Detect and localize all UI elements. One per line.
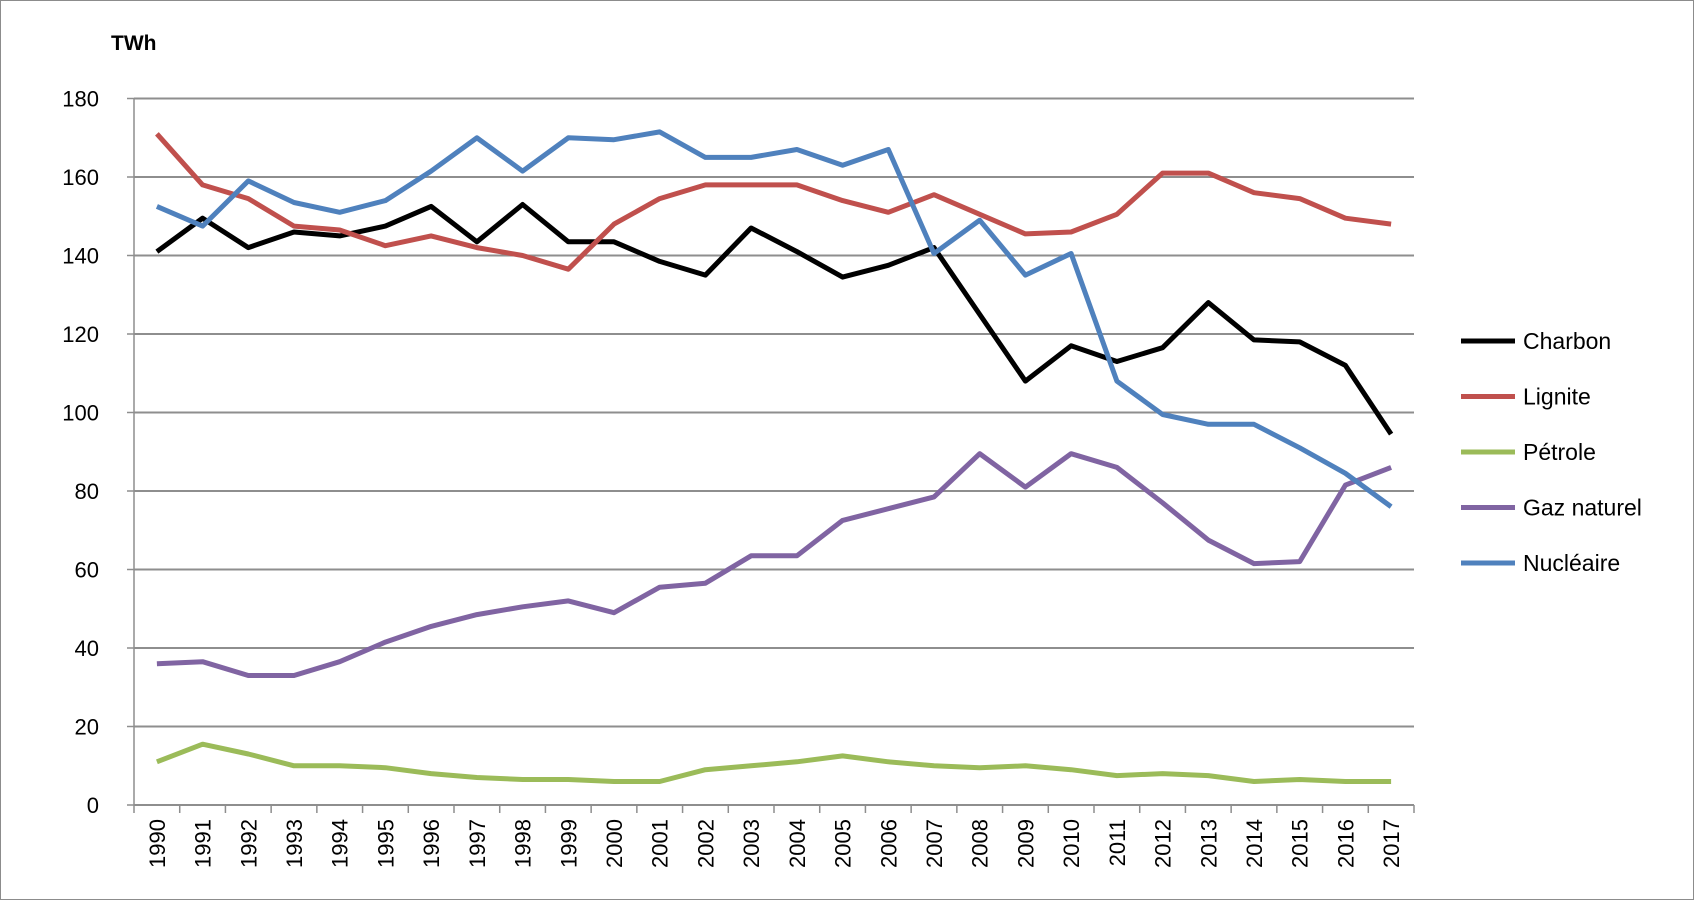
x-tick-label-1991: 1991 xyxy=(191,819,216,868)
x-tick-label-1994: 1994 xyxy=(328,819,353,868)
legend: Charbon Lignite Pétrole Gaz naturel Nucléair… xyxy=(1461,328,1642,576)
legend-label-charbon: Charbon xyxy=(1523,328,1611,354)
x-tick-label-2015: 2015 xyxy=(1288,819,1313,868)
y-tick-label: 20 xyxy=(75,715,99,740)
gridlines xyxy=(134,97,1414,728)
x-tick-label-2014: 2014 xyxy=(1242,819,1267,868)
x-tick-label-2007: 2007 xyxy=(922,819,947,868)
x-tick-label-1998: 1998 xyxy=(511,819,536,868)
series-line-charbon xyxy=(155,202,1394,436)
x-tick-label-2010: 2010 xyxy=(1059,819,1084,868)
axes: 0 20 40 60 80 100 120 140 160 180 1990 1991 1992 1993… xyxy=(62,87,1415,868)
x-tick-label-2009: 2009 xyxy=(1013,819,1038,868)
x-tick-label-2016: 2016 xyxy=(1333,819,1358,868)
x-tick-label-1995: 1995 xyxy=(373,819,398,868)
x-tick-label-2003: 2003 xyxy=(739,819,764,868)
x-tick-label-2008: 2008 xyxy=(968,819,993,868)
x-tick-label-1999: 1999 xyxy=(556,819,581,868)
series-line-lignite xyxy=(155,132,1392,272)
x-tick-label-2017: 2017 xyxy=(1379,819,1404,868)
series-line-gaz-naturel xyxy=(156,451,1393,678)
x-tick-label-1990: 1990 xyxy=(145,819,170,868)
x-tick-label-2011: 2011 xyxy=(1105,819,1130,866)
x-tick-label-2013: 2013 xyxy=(1196,819,1221,868)
legend-label-lignite: Lignite xyxy=(1523,384,1591,410)
x-tick-label-1996: 1996 xyxy=(419,819,444,868)
legend-label-petrole: Pétrole xyxy=(1523,439,1596,465)
series-line-nucleaire xyxy=(155,129,1393,509)
x-tick-label-2005: 2005 xyxy=(831,819,856,868)
y-tick-label: 40 xyxy=(75,636,99,661)
x-tick-label-2002: 2002 xyxy=(693,819,718,868)
x-tick-label-1997: 1997 xyxy=(465,819,490,868)
y-tick-label: 80 xyxy=(75,479,99,504)
x-tick-label-2006: 2006 xyxy=(876,819,901,868)
x-tick-label-1992: 1992 xyxy=(236,819,261,868)
x-tick-label-2000: 2000 xyxy=(602,819,627,868)
y-tick-label: 180 xyxy=(62,87,99,112)
series-lines xyxy=(155,129,1394,784)
legend-label-gaz-naturel: Gaz naturel xyxy=(1523,495,1642,521)
y-tick-label: 140 xyxy=(62,244,99,269)
x-tick-label-1993: 1993 xyxy=(282,819,307,868)
x-tick-label-2012: 2012 xyxy=(1151,819,1176,868)
series-line-petrole xyxy=(156,741,1392,784)
y-tick-label: 160 xyxy=(62,165,99,190)
y-tick-label: 120 xyxy=(62,322,99,347)
y-tick-label: 100 xyxy=(62,401,99,426)
legend-label-nucleaire: Nucléaire xyxy=(1523,550,1620,576)
y-tick-label: 60 xyxy=(75,558,99,583)
x-tick-label-2004: 2004 xyxy=(785,819,810,868)
y-axis-unit-label: TWh xyxy=(111,32,156,55)
y-tick-label: 0 xyxy=(87,793,99,818)
x-tick-label-2001: 2001 xyxy=(648,819,673,868)
